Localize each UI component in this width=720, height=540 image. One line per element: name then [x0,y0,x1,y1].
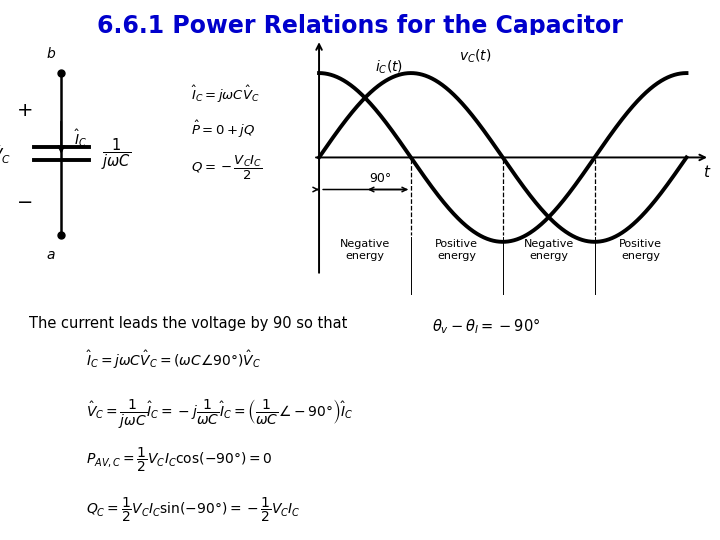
Text: Negative
energy: Negative energy [340,239,390,261]
Text: $t$: $t$ [703,164,711,180]
Text: Positive
energy: Positive energy [619,239,662,261]
Text: $\theta_v - \theta_I = -90°$: $\theta_v - \theta_I = -90°$ [432,316,540,335]
Text: $\hat{V}_C$: $\hat{V}_C$ [0,141,11,166]
Text: b: b [46,47,55,61]
Text: a: a [46,248,55,262]
Text: $\hat{V}_C = \dfrac{1}{j\omega C}\hat{I}_C = -j\dfrac{1}{\omega C}\hat{I}_C = \l: $\hat{V}_C = \dfrac{1}{j\omega C}\hat{I}… [86,397,354,430]
Text: $\dfrac{1}{j\omega C}$: $\dfrac{1}{j\omega C}$ [101,136,131,172]
Text: 6.6.1 Power Relations for the Capacitor: 6.6.1 Power Relations for the Capacitor [97,14,623,37]
Text: $v_C(t)$: $v_C(t)$ [459,47,492,65]
Text: 90°: 90° [369,172,392,185]
Text: −: − [17,193,33,212]
Text: The current leads the voltage by 90 so that: The current leads the voltage by 90 so t… [29,316,347,331]
Text: $i_C(t)$: $i_C(t)$ [375,58,403,76]
Text: $P_{AV,C} = \dfrac{1}{2}V_C I_C \cos(-90°) = 0$: $P_{AV,C} = \dfrac{1}{2}V_C I_C \cos(-90… [86,446,273,474]
Text: Positive
energy: Positive energy [436,239,478,261]
Text: $\hat{I}_C = j\omega C\hat{V}_C$: $\hat{I}_C = j\omega C\hat{V}_C$ [191,84,260,105]
Text: +: + [17,101,33,120]
Text: $\hat{I}_C$: $\hat{I}_C$ [74,127,87,148]
Text: $Q = -\dfrac{V_C I_C}{2}$: $Q = -\dfrac{V_C I_C}{2}$ [191,154,262,182]
Text: $\hat{I}_C = j\omega C\hat{V}_C = (\omega C\angle 90°)\hat{V}_C$: $\hat{I}_C = j\omega C\hat{V}_C = (\omeg… [86,348,261,370]
Text: Negative
energy: Negative energy [523,239,574,261]
Text: $\hat{P} = 0 + jQ$: $\hat{P} = 0 + jQ$ [191,119,256,140]
Text: $Q_C = \dfrac{1}{2}V_C I_C \sin(-90°) = -\dfrac{1}{2}V_C I_C$: $Q_C = \dfrac{1}{2}V_C I_C \sin(-90°) = … [86,496,301,524]
